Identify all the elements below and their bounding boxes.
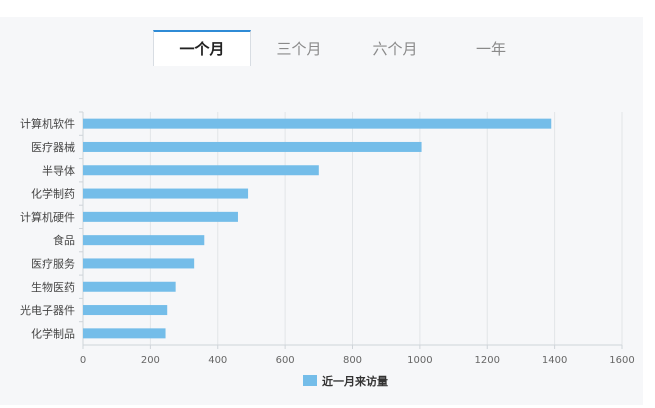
x-tick-label: 0 bbox=[80, 355, 86, 366]
tab-three-months[interactable]: 三个月 bbox=[276, 40, 322, 58]
category-label: 计算机软件 bbox=[20, 117, 75, 131]
bar bbox=[83, 328, 166, 339]
tab-one-month[interactable]: 一个月 bbox=[153, 30, 251, 66]
tab-one-year[interactable]: 一年 bbox=[475, 40, 506, 58]
category-label: 化学制品 bbox=[31, 326, 75, 340]
x-tick-label: 1400 bbox=[542, 355, 567, 366]
x-tick-label: 200 bbox=[141, 355, 160, 366]
x-tick-label: 800 bbox=[343, 355, 362, 366]
bar bbox=[83, 118, 552, 129]
x-tick-label: 400 bbox=[208, 355, 227, 366]
bar bbox=[83, 305, 168, 316]
chart-panel bbox=[0, 17, 643, 405]
bar bbox=[83, 258, 195, 269]
bar bbox=[83, 235, 205, 246]
category-label: 光电子器件 bbox=[20, 303, 75, 317]
legend-swatch bbox=[303, 375, 317, 386]
x-tick-label: 1200 bbox=[475, 355, 500, 366]
bar bbox=[83, 188, 249, 199]
bar bbox=[83, 211, 238, 222]
x-tick-label: 1600 bbox=[609, 355, 634, 366]
category-label: 计算机硬件 bbox=[20, 210, 75, 224]
category-label: 半导体 bbox=[42, 163, 75, 177]
x-tick-label: 1000 bbox=[407, 355, 432, 366]
tab-six-months[interactable]: 六个月 bbox=[372, 40, 418, 58]
category-label: 化学制药 bbox=[31, 187, 75, 201]
category-label: 食品 bbox=[53, 233, 75, 247]
category-label: 医疗服务 bbox=[31, 256, 75, 270]
bar bbox=[83, 281, 176, 292]
bar bbox=[83, 141, 422, 152]
bar bbox=[83, 165, 319, 176]
legend-label: 近一月来访量 bbox=[322, 374, 388, 388]
x-tick-label: 600 bbox=[276, 355, 295, 366]
period-tabs: 一个月 三个月 六个月 一年 bbox=[153, 30, 539, 66]
category-label: 医疗器械 bbox=[31, 140, 75, 154]
category-label: 生物医药 bbox=[31, 280, 75, 294]
